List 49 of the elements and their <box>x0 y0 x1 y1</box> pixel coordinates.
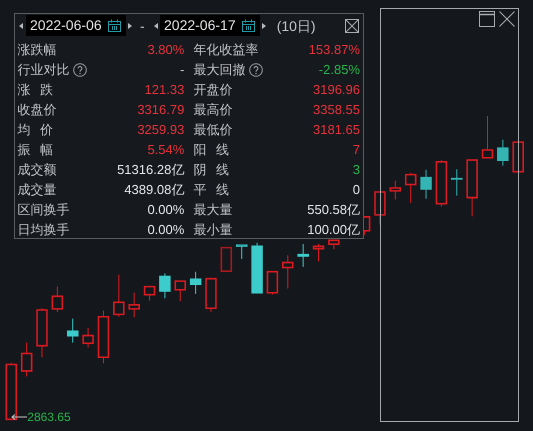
annotation: 收盘价 <box>17 101 56 119</box>
candlestick <box>236 244 248 260</box>
annotation: 最大量 <box>193 201 232 219</box>
annotation: 3358.55 <box>313 102 360 117</box>
text: 开盘价 <box>193 82 232 97</box>
annotation: 区间换手 <box>17 201 70 219</box>
annotation: 550.58亿 <box>307 202 360 217</box>
date-field: 2022-06-17 <box>160 15 260 36</box>
text: 行业对比 <box>17 62 70 77</box>
text: - <box>180 62 184 77</box>
text: 涨跌幅 <box>17 42 56 57</box>
annotation: 3259.93 <box>137 122 184 137</box>
text: 最大回撤 <box>193 62 246 77</box>
annotation: 平 线 <box>193 181 229 199</box>
annotation: 51316.28亿 <box>117 162 184 177</box>
annotation: 最高价 <box>193 101 232 119</box>
annotation: 3181.65 <box>313 122 360 137</box>
annotation: 0.00% <box>147 202 184 217</box>
annotation: 最小量 <box>193 221 232 239</box>
annotation: 2863.65 <box>27 410 71 424</box>
annotation: 成交额 <box>17 161 56 179</box>
annotation: 3316.79 <box>137 102 184 117</box>
text: 3196.96 <box>313 82 360 97</box>
candlestick <box>190 271 202 294</box>
text: 153.87% <box>308 42 360 57</box>
annotation: 5.54% <box>147 142 184 157</box>
date-field: 2022-06-06 <box>26 15 126 36</box>
text: 年化收益率 <box>193 42 258 57</box>
annotation: 均 价 <box>17 121 53 139</box>
annotation: 最低价 <box>193 121 232 139</box>
annotation: 阳 线 <box>193 141 229 159</box>
annotation: 0.00% <box>147 222 184 237</box>
text: - <box>140 18 145 34</box>
text: -2.85% <box>318 62 360 77</box>
text: (10日) <box>276 18 316 34</box>
text: 3.80% <box>147 42 184 57</box>
annotation: 日均换手 <box>17 221 70 239</box>
candlestick <box>297 244 309 268</box>
annotation: 成交量 <box>17 181 56 199</box>
annotation: 3 <box>352 162 360 177</box>
annotation: 4389.08亿 <box>124 182 184 197</box>
text: 涨 跌 <box>17 82 53 97</box>
annotation: 0 <box>352 182 360 197</box>
candlestick <box>66 318 79 344</box>
text: 121.33 <box>144 82 184 97</box>
annotation: 振 幅 <box>17 141 53 159</box>
annotation: 阴 线 <box>193 161 229 179</box>
annotation: 100.00亿 <box>307 222 360 237</box>
annotation: 7 <box>352 142 360 157</box>
